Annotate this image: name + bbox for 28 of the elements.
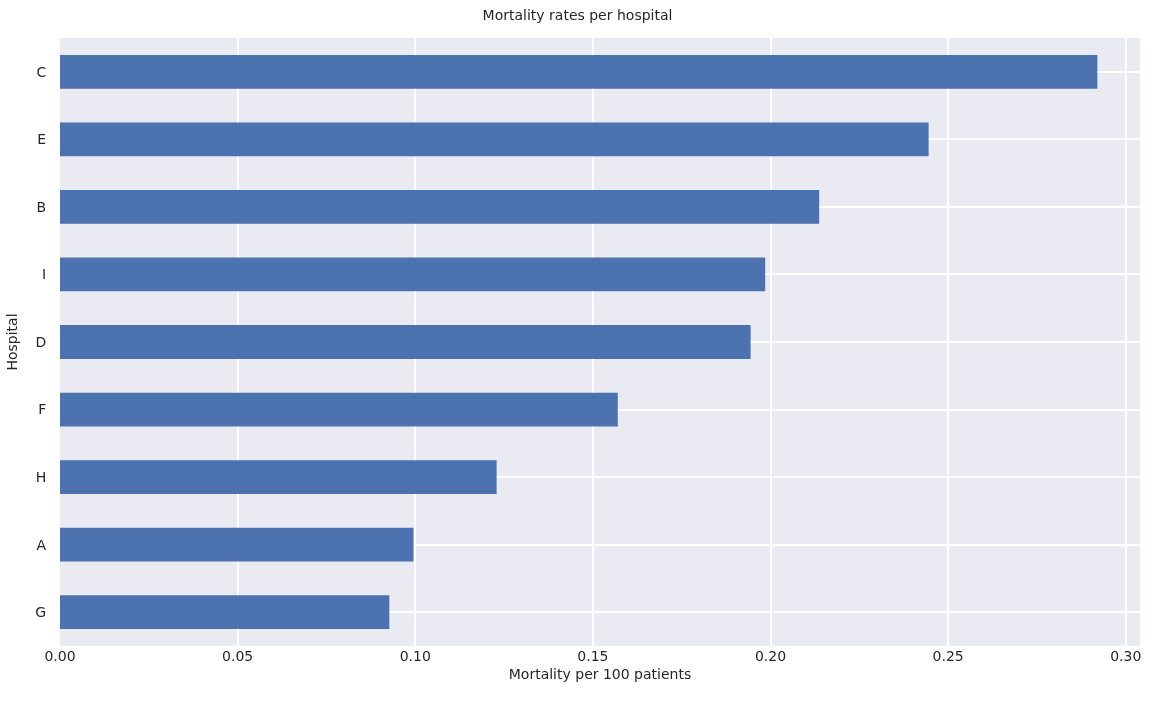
y-tick-label: G bbox=[35, 604, 47, 621]
bar bbox=[60, 325, 751, 359]
bar bbox=[60, 460, 497, 494]
bar bbox=[60, 595, 390, 630]
y-tick-label: B bbox=[36, 198, 47, 215]
bar bbox=[60, 122, 929, 157]
x-tick-label: 0.10 bbox=[399, 648, 431, 664]
y-tick-label: D bbox=[35, 333, 47, 350]
x-tick-label: 0.20 bbox=[754, 648, 787, 664]
chart-title: Mortality rates per hospital bbox=[482, 7, 673, 24]
y-tick-label: F bbox=[38, 401, 47, 418]
y-tick-label: E bbox=[37, 131, 47, 148]
x-tick-label: 0.25 bbox=[932, 648, 964, 664]
y-axis-title: Hospital bbox=[3, 313, 20, 371]
bar bbox=[60, 257, 766, 292]
y-tick-label: I bbox=[42, 266, 47, 283]
bar bbox=[60, 54, 1098, 89]
bar bbox=[60, 527, 414, 562]
bar bbox=[60, 190, 820, 224]
y-tick-label: A bbox=[36, 536, 47, 553]
x-tick-label: 0.00 bbox=[44, 648, 76, 664]
x-tick-label: 0.15 bbox=[577, 648, 609, 664]
x-tick-label: 0.30 bbox=[1110, 648, 1142, 664]
y-tick-label: H bbox=[35, 469, 47, 486]
bar bbox=[60, 392, 618, 427]
x-axis-title: Mortality per 100 patients bbox=[508, 666, 692, 683]
y-tick-label: C bbox=[36, 63, 47, 80]
x-tick-label: 0.05 bbox=[222, 648, 254, 664]
